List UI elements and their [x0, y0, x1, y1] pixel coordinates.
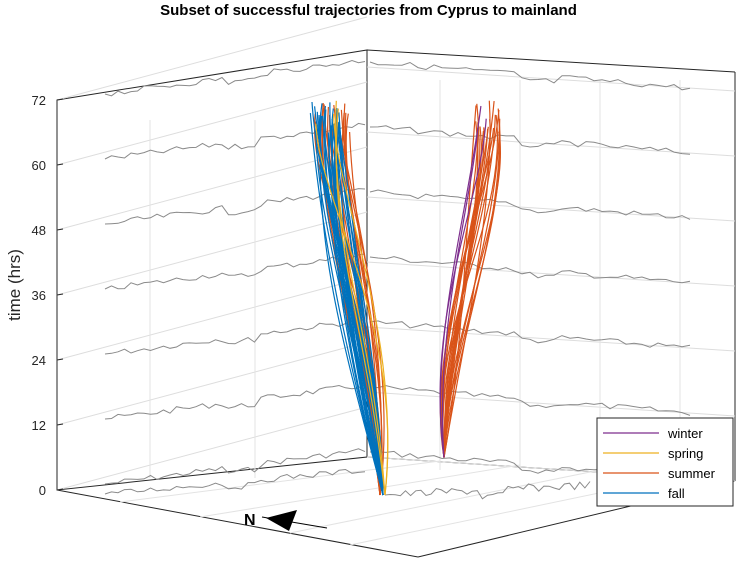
- summer-trajectory-12: [443, 131, 502, 458]
- summer-trajectory-17: [443, 126, 489, 458]
- grid-left-24: [56, 276, 368, 361]
- summer-trajectory-18: [443, 100, 491, 458]
- fall-trajectory-17: [315, 130, 384, 496]
- spring-trajectory-2: [333, 113, 389, 496]
- floor-front-left: [56, 489, 419, 558]
- summer-trajectory-15: [442, 114, 496, 458]
- tick-mark-48: [56, 228, 64, 231]
- trajectories: [309, 100, 502, 496]
- tick-label-0: 0: [39, 483, 46, 498]
- summer-trajectory-2: [440, 109, 500, 458]
- coast-left-1: [104, 382, 366, 420]
- coast-right-3: [369, 256, 691, 284]
- grid-left-60: [56, 81, 368, 166]
- fall-trajectory-21: [319, 115, 384, 496]
- summer-trajectory-19: [443, 103, 480, 458]
- legend-label-fall: fall: [668, 486, 685, 501]
- tick-label-60: 60: [32, 158, 46, 173]
- tick-mark-0: [56, 488, 64, 491]
- grid-left-12: [56, 341, 368, 426]
- coast-left-2: [104, 317, 366, 355]
- fall-trajectory-26: [338, 112, 384, 496]
- right-wall-top: [366, 49, 736, 73]
- grid-floor-0: [119, 460, 441, 503]
- tick-label-24: 24: [32, 353, 46, 368]
- grid-right-12: [366, 391, 736, 417]
- coast-left-3: [104, 253, 366, 290]
- tick-mark-24: [56, 358, 64, 361]
- coast-right-1: [369, 385, 691, 416]
- legend-label-spring: spring: [668, 446, 703, 461]
- grid-left-0: [56, 406, 368, 491]
- spring-trajectory-3: [334, 100, 386, 496]
- coast-right-4: [369, 189, 691, 220]
- north-label: N: [244, 512, 256, 529]
- tick-mark-72: [56, 98, 64, 101]
- z-axis-label: time (hrs): [5, 249, 24, 321]
- grid-right-48: [366, 196, 736, 222]
- coast-right-6: [369, 61, 691, 91]
- tick-label-48: 48: [32, 223, 46, 238]
- fall-trajectory-23: [321, 115, 384, 496]
- north-arrow: N: [244, 510, 328, 531]
- legend-label-winter: winter: [667, 426, 703, 441]
- coast-left-floor: [104, 468, 366, 495]
- coast-floor: [384, 481, 591, 500]
- coast-right-5: [369, 125, 691, 155]
- legend-label-summer: summer: [668, 466, 716, 481]
- summer-trajectory-117: [345, 113, 383, 496]
- legend: winter spring summer fall: [596, 417, 734, 507]
- tick-label-12: 12: [32, 418, 46, 433]
- tick-label-36: 36: [32, 288, 46, 303]
- tick-mark-12: [56, 423, 64, 426]
- tick-mark-36: [56, 293, 64, 296]
- coast-right-2: [369, 320, 691, 348]
- winter-trajectory-2: [441, 128, 479, 458]
- grid-floor-1: [199, 464, 521, 518]
- grid-left-72: [56, 16, 368, 101]
- tick-mark-60: [56, 163, 64, 166]
- grid-floor-2: [289, 469, 601, 534]
- grid-right-72: [366, 66, 736, 92]
- z-ticks: 0 12 24 36 48 60 72: [32, 93, 64, 498]
- grid-right-24: [366, 326, 736, 352]
- grid-left-36: [56, 211, 368, 296]
- tick-label-72: 72: [32, 93, 46, 108]
- coast-left-0: [104, 448, 366, 485]
- north-arrow-head: [266, 510, 297, 531]
- chart-title: Subset of successful trajectories from C…: [160, 2, 577, 19]
- coast-left-6: [104, 59, 366, 97]
